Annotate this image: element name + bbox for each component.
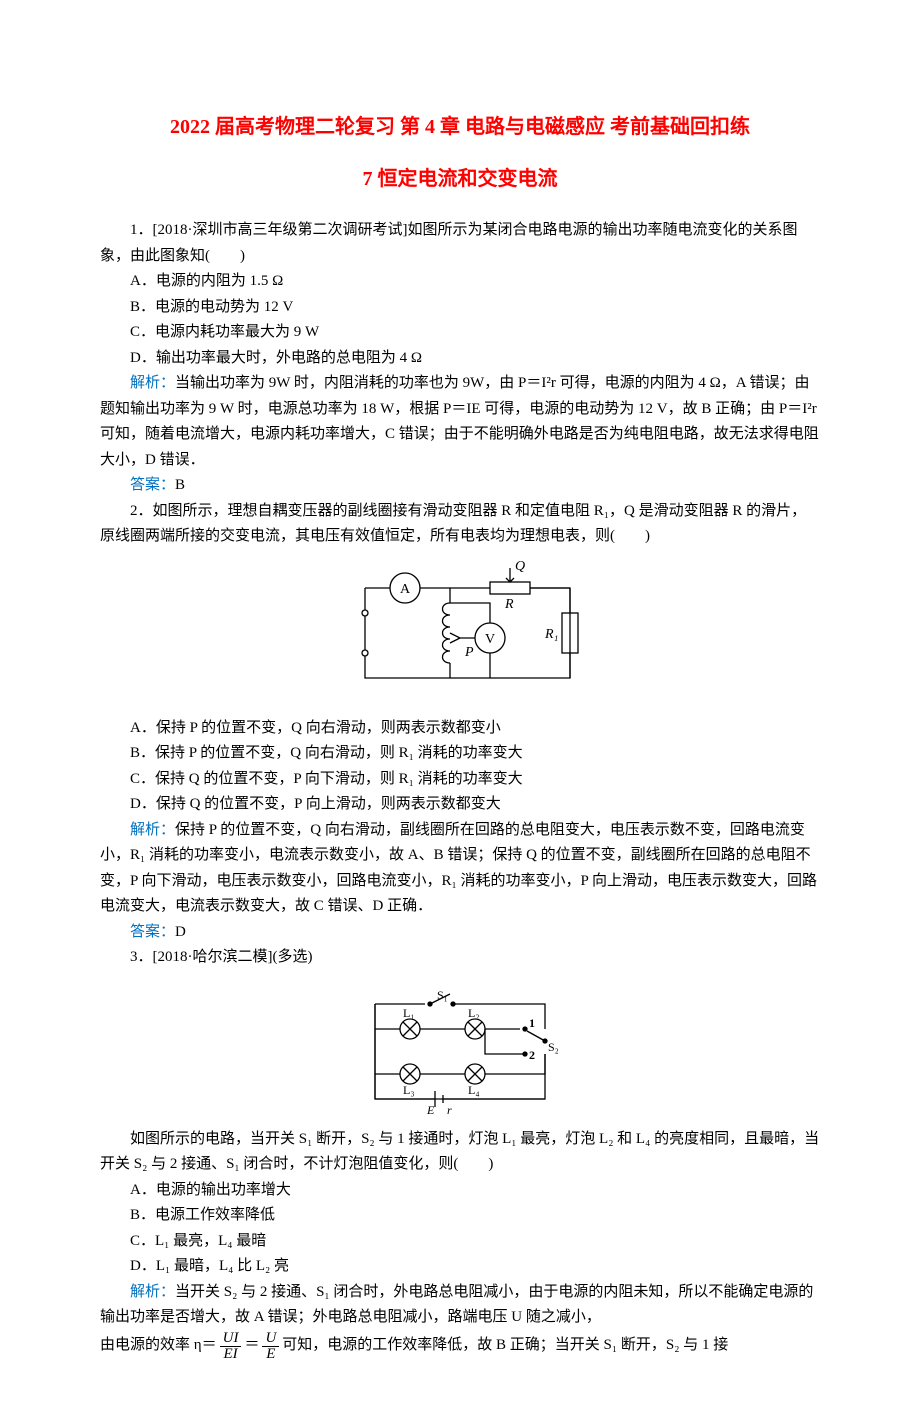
q2-stem: 2．如图所示，理想自耦变压器的副线圈接有滑动变阻器 R 和定值电阻 R₁，Q 是… [100, 499, 820, 550]
frac-num: UI [220, 1331, 242, 1347]
q2-figure: A V P Q R R₁ [100, 558, 820, 708]
q3-analysis-b-post: 可知，电源的工作效率降低，故 B 正确；当开关 S₁ 断开，S₂ 与 1 接 [282, 1333, 728, 1359]
q3-figure: S₁ S₂ 1 2 L₁ L₂ L₃ L₄ E r [100, 979, 820, 1119]
q2-opt-a: A．保持 P 的位置不变，Q 向右滑动，则两表示数都变小 [100, 716, 820, 742]
fraction-u-e: U E [262, 1331, 279, 1362]
frac-den: EI [220, 1347, 240, 1362]
q1-opt-a: A．电源的内阻为 1.5 Ω [100, 269, 820, 295]
slider-q-label: Q [515, 559, 525, 574]
rheostat-r-label: R [504, 597, 514, 612]
title-main: 2022 届高考物理二轮复习 第 4 章 电路与电磁感应 考前基础回扣练 [100, 110, 820, 144]
frac-den: E [263, 1347, 278, 1362]
switch-s2-label: S₂ [548, 1040, 559, 1054]
lamp-l1-label: L₁ [403, 1006, 415, 1020]
resistor-r1-label: R₁ [544, 627, 558, 642]
q1-answer-text: B [175, 477, 185, 493]
q3-opt-a: A．电源的输出功率增大 [100, 1178, 820, 1204]
analysis-label: 解析： [130, 375, 175, 391]
q1-stem: 1．[2018·深圳市高三年级第二次调研考试]如图所示为某闭合电路电源的输出功率… [100, 218, 820, 269]
answer-label: 答案： [130, 924, 175, 940]
transformer-circuit-diagram: A V P Q R R₁ [330, 558, 590, 708]
q3-opt-d: D．L₁ 最暗，L₄ 比 L₂ 亮 [100, 1254, 820, 1280]
lamp-circuit-diagram: S₁ S₂ 1 2 L₁ L₂ L₃ L₄ E r [355, 979, 565, 1119]
q2-answer-text: D [175, 924, 186, 940]
q1-analysis: 解析：当输出功率为 9W 时，内阻消耗的功率也为 9W，由 P＝I²r 可得，电… [100, 371, 820, 473]
q3-analysis-a: 解析：当开关 S₂ 与 2 接通、S₁ 闭合时，外电路总电阻减小，由于电源的内阻… [100, 1280, 820, 1331]
lamp-l3-label: L₃ [403, 1083, 415, 1097]
fraction-ui-ei: UI EI [220, 1331, 242, 1362]
q2-opt-c: C．保持 Q 的位置不变，P 向下滑动，则 R₁ 消耗的功率变大 [100, 767, 820, 793]
analysis-label: 解析： [130, 1284, 175, 1300]
frac-num: U [262, 1331, 279, 1347]
node-1-label: 1 [529, 1016, 535, 1030]
q2-analysis: 解析：保持 P 的位置不变，Q 向右滑动，副线圈所在回路的总电阻变大，电压表示数… [100, 818, 820, 920]
q3-opt-b: B．电源工作效率降低 [100, 1203, 820, 1229]
q3-stem-a: 3．[2018·哈尔滨二模](多选) [100, 945, 820, 971]
q3-analysis-text-a: 当开关 S₂ 与 2 接通、S₁ 闭合时，外电路总电阻减小，由于电源的内阻未知，… [100, 1284, 813, 1326]
voltmeter-label: V [485, 632, 495, 647]
tap-p-label: P [464, 645, 474, 660]
emf-label: E [426, 1103, 435, 1117]
q1-opt-c: C．电源内耗功率最大为 9 W [100, 320, 820, 346]
q3-opt-c: C．L₁ 最亮，L₄ 最暗 [100, 1229, 820, 1255]
analysis-label: 解析： [130, 822, 175, 838]
internal-r-label: r [447, 1103, 452, 1117]
q2-opt-d: D．保持 Q 的位置不变，P 向上滑动，则两表示数都变大 [100, 792, 820, 818]
switch-s1-label: S₁ [437, 988, 448, 1002]
lamp-l2-label: L₂ [468, 1006, 480, 1020]
lamp-l4-label: L₄ [468, 1083, 480, 1097]
q3-analysis-b: 由电源的效率 η＝ UI EI ＝ U E 可知，电源的工作效率降低，故 B 正… [100, 1331, 820, 1362]
q1-opt-d: D．输出功率最大时，外电路的总电阻为 4 Ω [100, 346, 820, 372]
q3-analysis-b-pre: 由电源的效率 η＝ [100, 1333, 217, 1359]
q2-opt-b: B．保持 P 的位置不变，Q 向右滑动，则 R₁ 消耗的功率变大 [100, 741, 820, 767]
equals: ＝ [244, 1333, 259, 1359]
ammeter-label: A [400, 582, 411, 597]
q3-stem-b: 如图所示的电路，当开关 S₁ 断开，S₂ 与 1 接通时，灯泡 L₁ 最亮，灯泡… [100, 1127, 820, 1178]
title-sub: 7 恒定电流和交变电流 [100, 162, 820, 196]
q1-answer: 答案：B [100, 473, 820, 499]
node-2-label: 2 [529, 1048, 535, 1062]
q2-answer: 答案：D [100, 920, 820, 946]
q1-opt-b: B．电源的电动势为 12 V [100, 295, 820, 321]
q1-analysis-text: 当输出功率为 9W 时，内阻消耗的功率也为 9W，由 P＝I²r 可得，电源的内… [100, 375, 819, 468]
answer-label: 答案： [130, 477, 175, 493]
q2-analysis-text: 保持 P 的位置不变，Q 向右滑动，副线圈所在回路的总电阻变大，电压表示数不变，… [100, 822, 817, 915]
